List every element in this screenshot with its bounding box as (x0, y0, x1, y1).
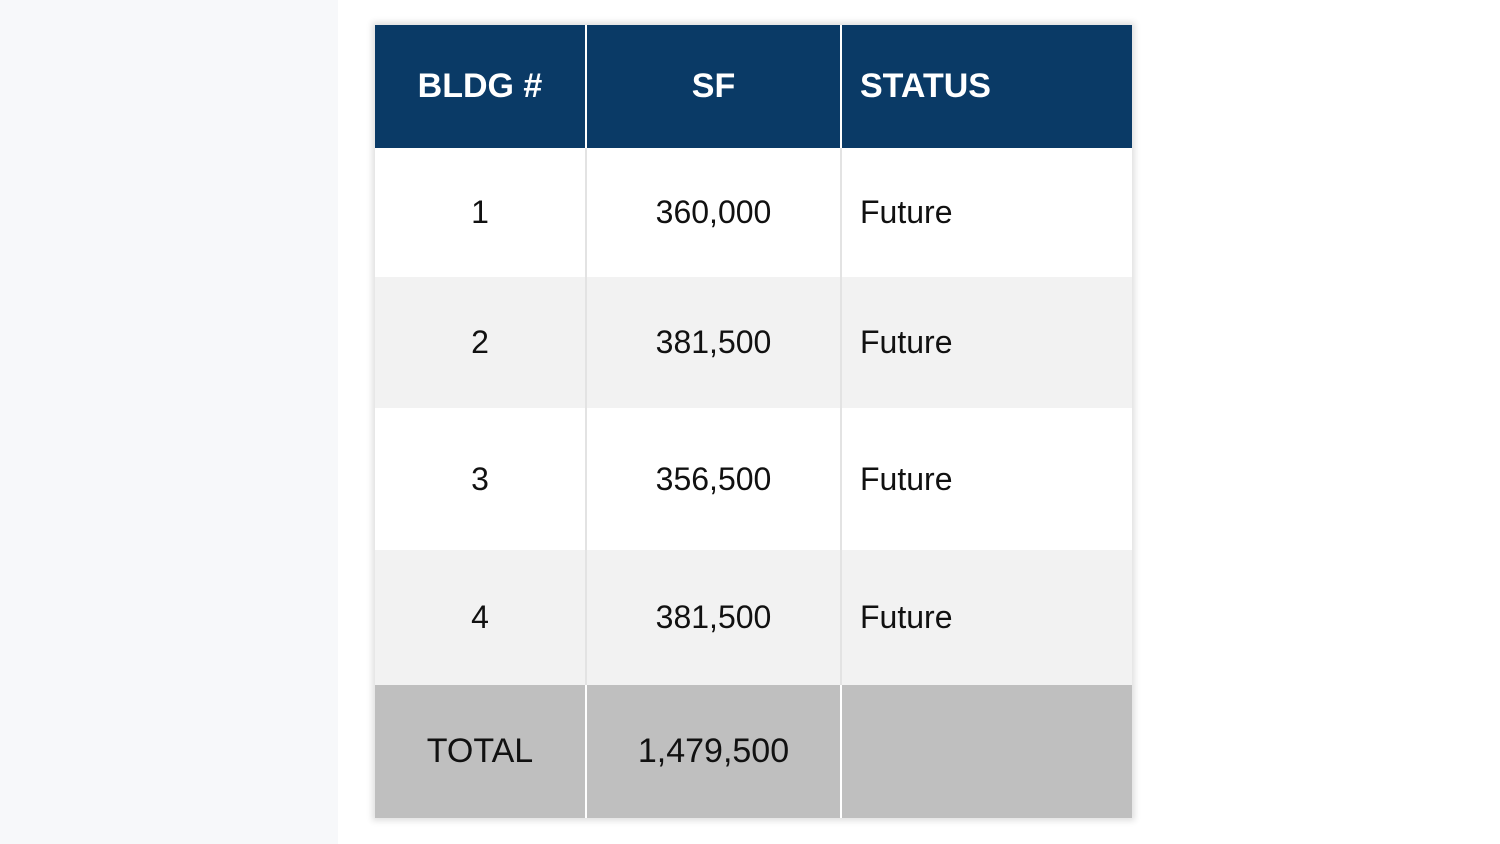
header-cell: SF (587, 25, 842, 148)
cell: Future (842, 148, 1132, 277)
header-cell: BLDG # (375, 25, 587, 148)
total-cell: TOTAL (375, 685, 587, 818)
cell: Future (842, 277, 1132, 408)
total-cell (842, 685, 1132, 818)
cell: 356,500 (587, 408, 842, 550)
cell: Future (842, 408, 1132, 550)
cell: Future (842, 550, 1132, 685)
cell: 4 (375, 550, 587, 685)
cell: 381,500 (587, 550, 842, 685)
cell: 2 (375, 277, 587, 408)
side-panel (0, 0, 338, 844)
cell: 360,000 (587, 148, 842, 277)
cell: 3 (375, 408, 587, 550)
total-cell: 1,479,500 (587, 685, 842, 818)
cell: 1 (375, 148, 587, 277)
cell: 381,500 (587, 277, 842, 408)
header-cell: STATUS (842, 25, 1132, 148)
table: BLDG # SF STATUS 1 360,000 Future 2 381,… (375, 25, 1132, 818)
